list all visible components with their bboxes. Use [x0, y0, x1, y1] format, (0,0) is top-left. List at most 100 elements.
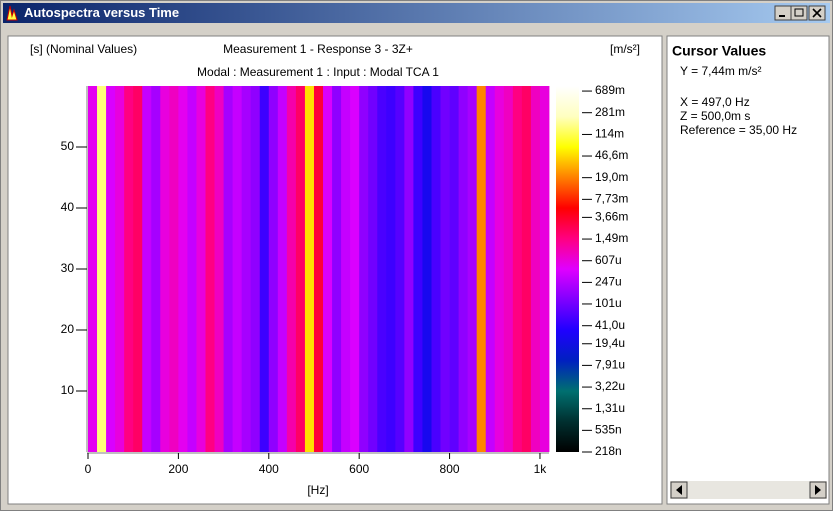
- cursor-panel: [666, 35, 830, 505]
- heatmap-cell: [142, 86, 152, 452]
- colorbar-tick-label: 1,49m: [595, 231, 628, 245]
- y-tick-label: 40: [61, 200, 75, 214]
- y-tick-label: 10: [61, 383, 75, 397]
- minimize-button[interactable]: [774, 5, 792, 21]
- close-glyph: [812, 8, 822, 18]
- colorbar-tick-label: 19,4u: [595, 336, 625, 350]
- heatmap-cell: [214, 86, 224, 452]
- colorbar-tick-label: 247u: [595, 275, 622, 289]
- chart-subtitle: Modal : Measurement 1 : Input : Modal TC…: [197, 65, 439, 79]
- colorbar-tick-label: 1,31u: [595, 401, 625, 415]
- heatmap-cell: [232, 86, 243, 452]
- heatmap-cell: [404, 86, 414, 452]
- x-tick-label: 200: [168, 462, 188, 476]
- heatmap-cell: [241, 86, 252, 452]
- heatmap-cell: [431, 86, 441, 452]
- heatmap-cell: [323, 86, 333, 452]
- cursor-line: Z = 500,0m s: [680, 109, 750, 123]
- heatmap-cell: [205, 86, 215, 452]
- x-tick-label: 400: [259, 462, 279, 476]
- x-tick-label: 800: [440, 462, 460, 476]
- heatmap-cell: [494, 86, 505, 452]
- heatmap-cell: [124, 86, 134, 452]
- y-tick-label: 20: [61, 322, 75, 336]
- x-axis-label: [Hz]: [307, 483, 328, 497]
- heatmap-cell: [223, 86, 234, 452]
- heatmap-cell: [485, 86, 496, 452]
- window-buttons[interactable]: [774, 5, 826, 21]
- colorbar-unit: [m/s²]: [610, 42, 640, 56]
- heatmap-cell: [440, 86, 450, 452]
- cursor-title: Cursor Values: [672, 43, 766, 59]
- colorbar-tick-label: 114m: [595, 127, 624, 141]
- colorbar-tick-label: 281m: [595, 105, 625, 119]
- heatmap-cell: [286, 86, 297, 452]
- heatmap-cell: [359, 86, 369, 452]
- heatmap-cell: [250, 86, 261, 452]
- heatmap-cell: [521, 86, 532, 452]
- heatmap-cell: [88, 86, 98, 452]
- colorbar-tick-label: 3,22u: [595, 379, 625, 393]
- title-bar: [3, 3, 830, 23]
- app-icon: [6, 5, 18, 21]
- cursor-line: X = 497,0 Hz: [680, 95, 750, 109]
- colorbar-tick-label: 607u: [595, 253, 622, 267]
- colorbar-tick-label: 218n: [595, 444, 622, 458]
- colorbar-tick-label: 7,91u: [595, 358, 625, 372]
- heatmap-cell: [277, 86, 288, 452]
- heatmap-cell: [268, 86, 279, 452]
- scrollbar[interactable]: [670, 481, 827, 499]
- maximize-glyph: [794, 8, 804, 17]
- heatmap-cell: [386, 86, 396, 452]
- heatmap-cell: [332, 86, 342, 452]
- heatmap-cell: [169, 86, 179, 452]
- heatmap-cell: [160, 86, 170, 452]
- colorbar-tick-label: 19,0m: [595, 170, 628, 184]
- maximize-button[interactable]: [790, 5, 808, 21]
- heatmap-cell: [115, 86, 125, 452]
- heatmap-cell: [97, 86, 107, 452]
- heatmap-cell: [395, 86, 405, 452]
- heatmap-cell: [458, 86, 469, 452]
- y-axis-label: [s] (Nominal Values): [30, 42, 137, 56]
- heatmap-cell: [539, 86, 550, 452]
- heatmap-cell: [377, 86, 387, 452]
- colorbar-tick-label: 101u: [595, 296, 622, 310]
- heatmap-cell: [467, 86, 478, 452]
- heatmap-cell: [368, 86, 378, 452]
- colorbar-tick-label: 7,73m: [595, 192, 628, 206]
- colorbar-tick-label: 689m: [595, 83, 625, 97]
- arrow-right: [815, 485, 821, 495]
- heatmap-cell: [341, 86, 351, 452]
- colorbar: [556, 86, 579, 452]
- heatmap-cell: [196, 86, 206, 452]
- heatmap-cell: [304, 86, 315, 452]
- cursor-line: Reference = 35,00 Hz: [680, 123, 797, 137]
- x-tick-label: 1k: [534, 462, 548, 476]
- arrow-left: [676, 485, 682, 495]
- colorbar-tick-label: 46,6m: [595, 148, 628, 162]
- scroll-track[interactable]: [670, 481, 827, 499]
- heatmap-cell: [512, 86, 523, 452]
- window-title: Autospectra versus Time: [24, 5, 179, 20]
- heatmap-cell: [106, 86, 116, 452]
- cursor-line: Y = 7,44m m/s²: [680, 64, 761, 78]
- x-tick-label: 600: [349, 462, 369, 476]
- heatmap-cell: [295, 86, 306, 452]
- heatmap-cell: [151, 86, 161, 452]
- y-tick-label: 30: [61, 261, 75, 275]
- heatmap-cell: [422, 86, 432, 452]
- heatmap-cell: [259, 86, 270, 452]
- heatmap-cell: [187, 86, 197, 452]
- heatmap-cell: [476, 86, 487, 452]
- heatmap-cell: [503, 86, 514, 452]
- heatmap-cell: [313, 86, 324, 452]
- heatmap-cell: [350, 86, 360, 452]
- colorbar-tick-label: 3,66m: [595, 210, 628, 224]
- heatmap-cell: [133, 86, 143, 452]
- y-tick-label: 50: [61, 139, 75, 153]
- heatmap-cell: [530, 86, 541, 452]
- x-tick-label: 0: [85, 462, 92, 476]
